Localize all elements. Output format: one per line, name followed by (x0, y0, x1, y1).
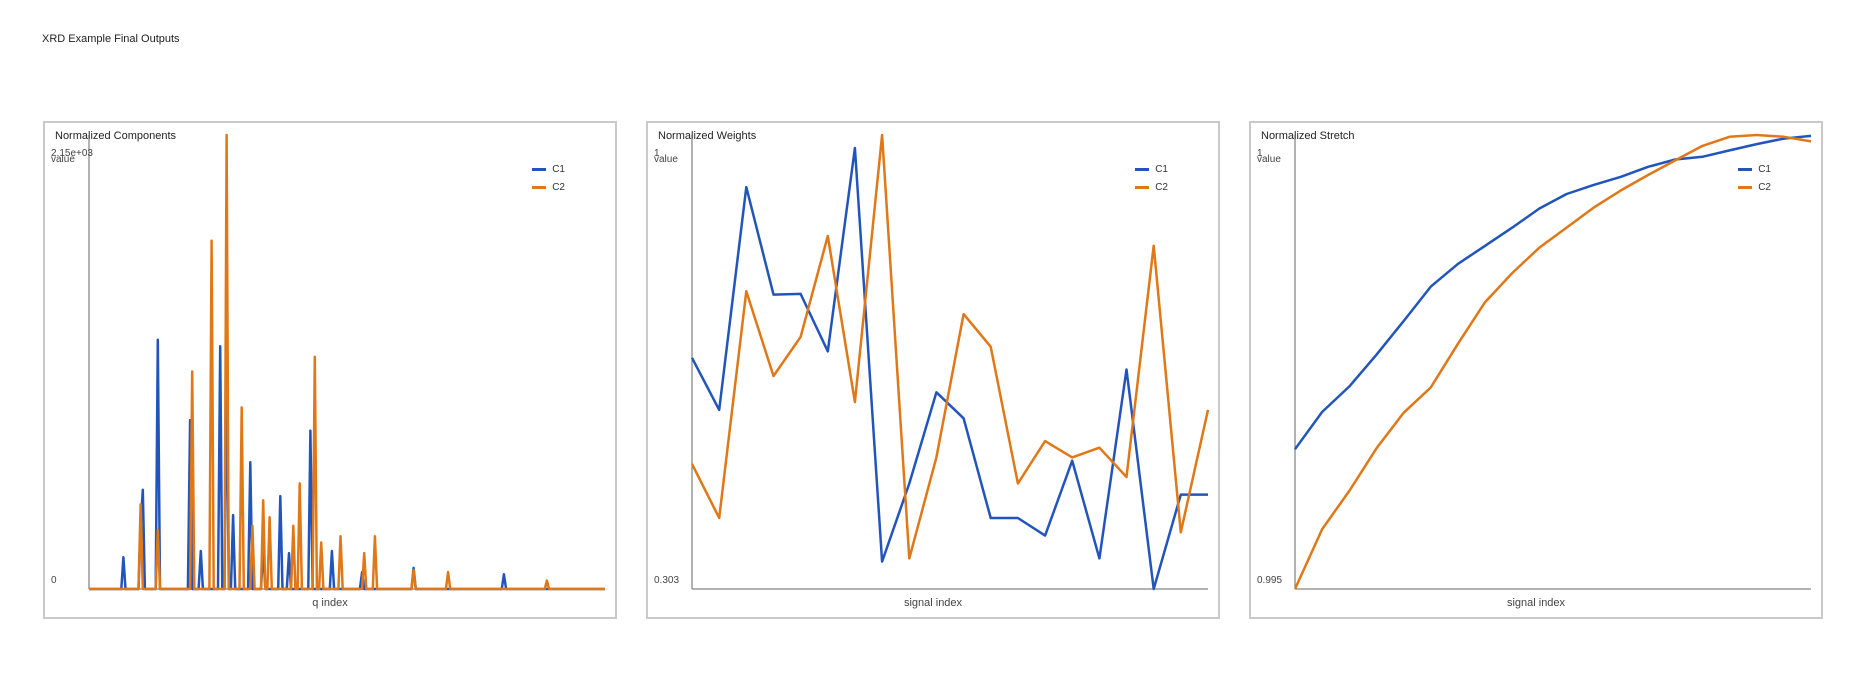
legend-label-c2: C2 (1758, 181, 1771, 193)
y-axis-label: value (654, 154, 678, 165)
weights-panel: Normalized Weights 1 value 0.303 signal … (646, 121, 1220, 619)
legend: C1 C2 (1135, 160, 1168, 196)
y-tick-max: 1 (1257, 148, 1263, 159)
y-axis-label: value (51, 154, 75, 165)
y-tick-max: 1 (654, 148, 660, 159)
legend-item-c2: C2 (1135, 178, 1168, 196)
y-tick-min: 0.303 (654, 575, 680, 586)
legend: C1 C2 (532, 160, 565, 196)
x-axis-label: signal index (903, 597, 963, 609)
legend-swatch-c2 (1738, 185, 1753, 189)
legend-swatch-c2 (1135, 185, 1150, 189)
series-line-c2 (1293, 133, 1812, 590)
legend-swatch-c2 (532, 185, 547, 189)
legend-label-c1: C1 (552, 163, 565, 175)
series-line-c1 (690, 146, 1208, 591)
y-tick-min: 0.995 (1257, 575, 1283, 586)
series-line-c2 (690, 133, 1210, 560)
chart-title: Normalized Stretch (1261, 130, 1355, 142)
legend-item-c1: C1 (532, 160, 565, 178)
legend-swatch-c1 (1135, 167, 1150, 171)
stretch-chart (1293, 133, 1812, 590)
chart-title: Normalized Components (55, 130, 177, 142)
legend-label-c1: C1 (1758, 163, 1771, 175)
series-line-c2 (89, 133, 605, 591)
y-tick-min: 0 (51, 575, 57, 586)
stretch-panel: Normalized Stretch 1 value 0.995 signal … (1249, 121, 1823, 619)
y-axis-label: value (1257, 154, 1281, 165)
series-line-c1 (1293, 134, 1812, 450)
legend-swatch-c1 (532, 167, 547, 171)
x-axis-label: signal index (1506, 597, 1566, 609)
legend-item-c2: C2 (532, 178, 565, 196)
weights-chart (690, 133, 1210, 591)
legend-label-c2: C2 (1155, 181, 1168, 193)
y-tick-max: 2.15e+03 (51, 148, 93, 159)
series-line-c1 (89, 338, 605, 591)
legend-item-c2: C2 (1738, 178, 1771, 196)
page-title: XRD Example Final Outputs (42, 33, 180, 45)
legend-swatch-c1 (1738, 167, 1753, 171)
legend: C1 C2 (1738, 160, 1771, 196)
legend-label-c2: C2 (552, 181, 565, 193)
legend-label-c1: C1 (1155, 163, 1168, 175)
x-axis-label: q index (312, 597, 348, 609)
chart-title: Normalized Weights (658, 130, 757, 142)
components-panel: Normalized Components 2.15e+03 value 0 q… (43, 121, 617, 619)
components-chart (88, 133, 605, 591)
legend-item-c1: C1 (1738, 160, 1771, 178)
legend-item-c1: C1 (1135, 160, 1168, 178)
